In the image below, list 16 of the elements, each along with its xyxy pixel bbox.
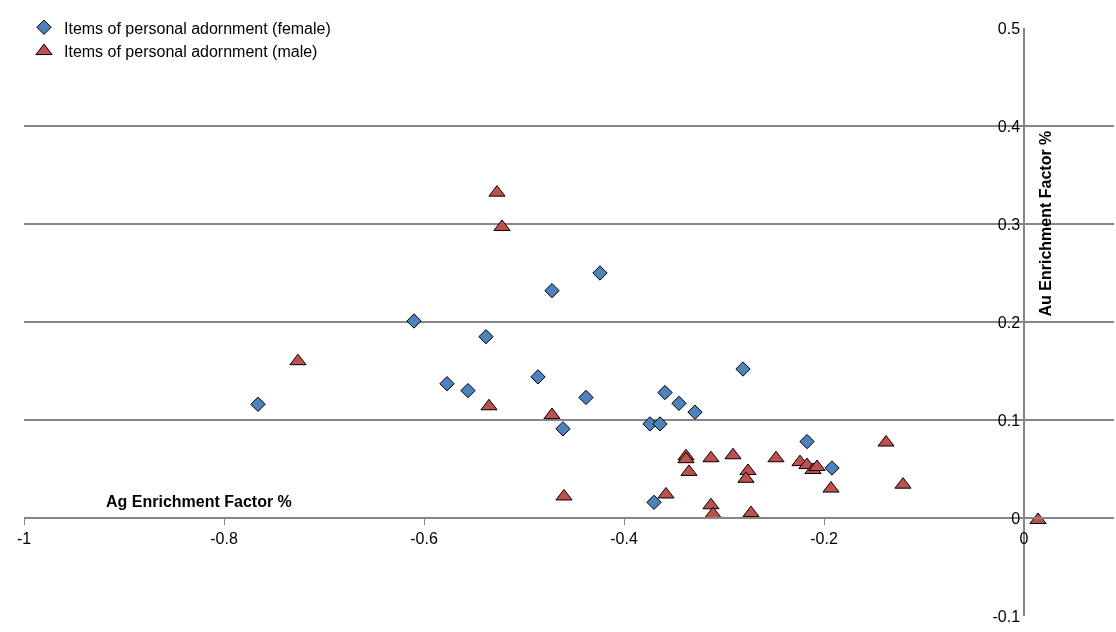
y-axis-title: Au Enrichment Factor % — [1036, 130, 1054, 317]
y-tick-label: -0.1 — [992, 607, 1021, 625]
x-tick-label: -0.6 — [410, 529, 438, 547]
x-axis-title: Ag Enrichment Factor % — [106, 493, 292, 510]
y-tick-label: 0.4 — [997, 117, 1021, 135]
x-tick-label: -0.4 — [610, 529, 638, 547]
legend-label: Items of personal adornment (female) — [64, 19, 331, 37]
y-tick-label: 0.5 — [997, 19, 1021, 37]
y-tick-label: 0.3 — [997, 215, 1021, 233]
y-tick-label: 0.2 — [997, 313, 1021, 331]
x-tick-label: -0.8 — [210, 529, 238, 547]
y-tick-label: 0.1 — [997, 411, 1021, 429]
legend-label: Items of personal adornment (male) — [64, 43, 318, 61]
x-tick-label: -1 — [16, 529, 32, 547]
x-tick-label: -0.2 — [810, 529, 838, 547]
y-tick-label: 0 — [1011, 509, 1021, 527]
